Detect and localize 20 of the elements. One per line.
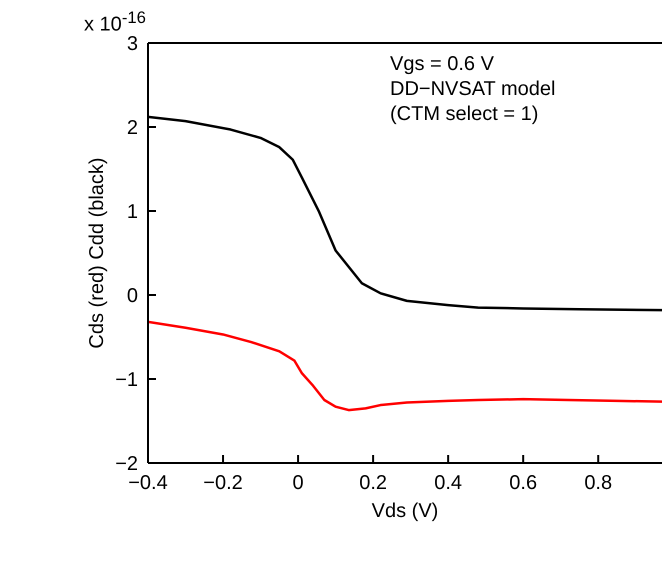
x-axis-title: Vds (V) (372, 500, 438, 522)
y-tick-label: 0 (126, 285, 138, 307)
x-tick-label: 0.4 (434, 472, 462, 494)
y-tick-label: 1 (126, 201, 138, 223)
x-tick-label: −0.2 (203, 472, 243, 494)
annotation: Vgs = 0.6 V (390, 52, 495, 77)
annotation: DD−NVSAT model (390, 77, 556, 102)
y-tick-label: 3 (126, 33, 138, 55)
y-tick-label: −1 (115, 369, 138, 391)
x-tick-label: 0.2 (359, 472, 388, 494)
x-tick-label: 0 (292, 472, 304, 494)
annotation: (CTM select = 1) (390, 102, 540, 127)
x-tick-label: −0.4 (128, 472, 168, 494)
x-tick-label: 0.8 (584, 472, 612, 494)
y-tick-label: 2 (126, 117, 138, 139)
text: x 10$^{-16}$ (84, 8, 146, 36)
y-axis-title: Cds (red) Cdd (black) (86, 157, 108, 349)
line-series (148, 320, 662, 412)
x-tick-label: 0.6 (509, 472, 538, 494)
y-tick-label: −2 (115, 453, 138, 475)
